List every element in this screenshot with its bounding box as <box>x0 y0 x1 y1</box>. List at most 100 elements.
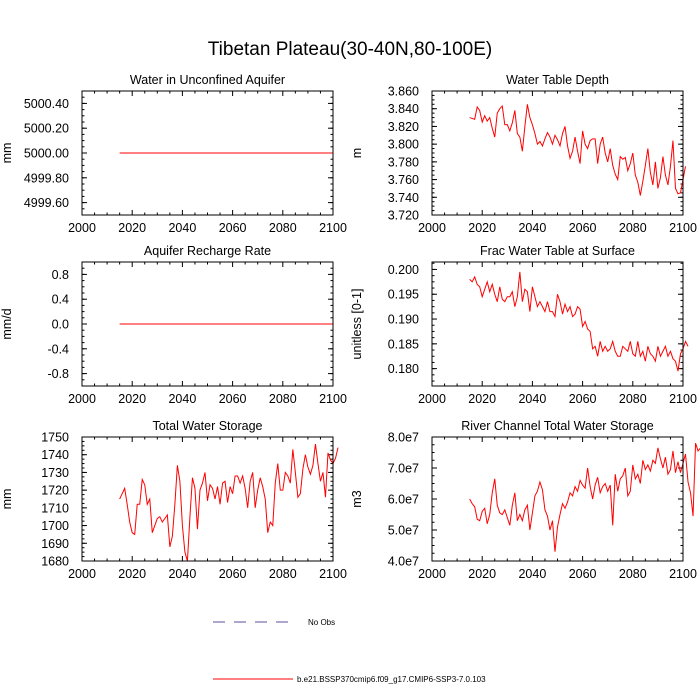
plot-frame <box>431 90 684 216</box>
y-tick-label: 3.760 <box>388 173 419 187</box>
y-tick-label: 0.4 <box>52 293 69 307</box>
series-line <box>469 443 700 552</box>
x-tick-label: 2000 <box>68 221 96 235</box>
y-tick-label: 0.195 <box>388 288 419 302</box>
chart-panel-6: River Channel Total Water Storage m3 2000 2… <box>350 419 700 581</box>
x-tick-label: 2000 <box>418 392 446 406</box>
x-tick-label: 2100 <box>669 392 697 406</box>
y-axis-label: mm <box>0 143 14 164</box>
y-tick-label: 1700 <box>41 519 69 533</box>
series-line <box>119 444 339 562</box>
x-tick-label: 2040 <box>518 221 546 235</box>
x-tick-label: 2100 <box>669 567 697 581</box>
y-tick-label: 4999.60 <box>24 196 69 210</box>
y-axis-label: mm/d <box>0 308 14 339</box>
x-tick-label: 2020 <box>468 567 496 581</box>
y-tick-label: 0.0 <box>52 318 69 332</box>
plot-frame <box>431 261 684 387</box>
y-tick-label: 8.0e7 <box>388 431 419 445</box>
series-line <box>469 104 687 196</box>
x-tick-label: 2080 <box>619 392 647 406</box>
y-tick-label: 1710 <box>41 501 69 515</box>
x-tick-label: 2080 <box>619 221 647 235</box>
x-tick-label: 2080 <box>269 221 297 235</box>
x-tick-label: 2080 <box>269 567 297 581</box>
x-tick-label: 2040 <box>518 567 546 581</box>
y-tick-label: 3.840 <box>388 102 419 116</box>
panels: Water in Unconfined Aquifer mm 2000 2020 204… <box>0 73 700 581</box>
x-tick-label: 2040 <box>518 392 546 406</box>
x-tick-label: 2060 <box>569 221 597 235</box>
y-tick-label: 3.740 <box>388 191 419 205</box>
y-axis-label: unitless [0-1] <box>350 289 364 360</box>
x-tick-label: 2000 <box>418 221 446 235</box>
x-tick-label: 2040 <box>168 392 196 406</box>
series-line <box>469 271 689 372</box>
chart-panel-1: Water in Unconfined Aquifer mm 2000 2020 204… <box>0 73 347 235</box>
x-tick-label: 2100 <box>669 221 697 235</box>
y-axis-label: mm <box>0 489 14 510</box>
x-tick-label: 2000 <box>68 392 96 406</box>
panel-title: Total Water Storage <box>152 419 262 433</box>
y-tick-label: 0.180 <box>388 362 419 376</box>
y-axis-label: m3 <box>350 490 364 507</box>
y-tick-label: 3.860 <box>388 85 419 99</box>
x-tick-label: 2060 <box>219 221 247 235</box>
y-tick-label: 3.800 <box>388 138 419 152</box>
panel-title: Water in Unconfined Aquifer <box>130 73 285 87</box>
y-tick-label: 3.780 <box>388 155 419 169</box>
x-tick-label: 2020 <box>118 567 146 581</box>
x-tick-label: 2040 <box>168 221 196 235</box>
y-tick-label: 1740 <box>41 448 69 462</box>
x-tick-label: 2100 <box>319 392 347 406</box>
x-tick-label: 2020 <box>118 392 146 406</box>
x-tick-label: 2020 <box>468 221 496 235</box>
panel-title: Aquifer Recharge Rate <box>144 244 271 258</box>
x-tick-label: 2080 <box>619 567 647 581</box>
y-tick-label: 3.820 <box>388 120 419 134</box>
plot-frame <box>431 436 684 562</box>
x-tick-label: 2020 <box>468 392 496 406</box>
y-tick-label: 5000.20 <box>24 122 69 136</box>
y-tick-label: 4999.80 <box>24 171 69 185</box>
y-tick-label: -0.8 <box>47 367 69 381</box>
y-tick-label: 5000.40 <box>24 97 69 111</box>
x-tick-label: 2060 <box>569 392 597 406</box>
y-tick-label: 0.185 <box>388 337 419 351</box>
plot-frame <box>81 261 334 387</box>
x-tick-label: 2040 <box>168 567 196 581</box>
y-tick-label: 4.0e7 <box>388 555 419 569</box>
y-tick-label: 7.0e7 <box>388 462 419 476</box>
x-tick-label: 2060 <box>569 567 597 581</box>
figure-title: Tibetan Plateau(30-40N,80-100E) <box>208 39 492 60</box>
chart-panel-5: Total Water Storage mm 2000 2020 2040 2060 208… <box>0 419 347 581</box>
y-tick-label: 5000.00 <box>24 147 69 161</box>
x-tick-label: 2100 <box>319 567 347 581</box>
y-tick-label: 0.8 <box>52 268 69 282</box>
legend-no-obs-label: No Obs <box>308 618 335 627</box>
panel-title: River Channel Total Water Storage <box>461 419 654 433</box>
chart-panel-2: Water Table Depth m 2000 2020 2040 2060 2080 21… <box>350 73 697 235</box>
y-tick-label: 5.0e7 <box>388 524 419 538</box>
chart-panel-4: Frac Water Table at Surface unitless [0-1… <box>350 244 697 406</box>
y-tick-label: 1730 <box>41 466 69 480</box>
y-tick-label: 6.0e7 <box>388 493 419 507</box>
x-tick-label: 2100 <box>319 221 347 235</box>
x-tick-label: 2060 <box>219 567 247 581</box>
y-tick-label: 1680 <box>41 555 69 569</box>
plot-frame <box>81 90 334 216</box>
y-tick-label: 1720 <box>41 484 69 498</box>
x-tick-label: 2080 <box>269 392 297 406</box>
y-tick-label: 0.190 <box>388 313 419 327</box>
chart-panel-3: Aquifer Recharge Rate mm/d 2000 2020 2040 206… <box>0 244 347 406</box>
plot-frame <box>81 436 334 562</box>
y-tick-label: -0.4 <box>47 342 69 356</box>
panel-title: Water Table Depth <box>506 73 609 87</box>
x-tick-label: 2020 <box>118 221 146 235</box>
y-tick-label: 3.720 <box>388 209 419 223</box>
x-tick-label: 2000 <box>418 567 446 581</box>
legend: No Obs b.e21.BSSP370cmip6.f09_g17.CMIP6-… <box>213 618 486 684</box>
y-axis-label: m <box>350 148 364 158</box>
x-tick-label: 2060 <box>219 392 247 406</box>
